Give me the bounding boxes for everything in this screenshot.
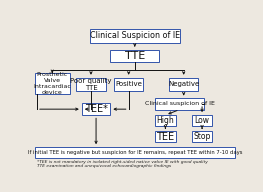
Text: Clinical suspicion of IE: Clinical suspicion of IE [145, 102, 215, 107]
FancyBboxPatch shape [35, 73, 69, 94]
FancyBboxPatch shape [82, 103, 110, 115]
Text: If initial TEE is negative but suspicion for IE remains, repeat TEE within 7-10 : If initial TEE is negative but suspicion… [28, 150, 242, 155]
Text: Negative: Negative [168, 81, 199, 87]
Text: Poor quality
TTE: Poor quality TTE [70, 78, 112, 91]
Text: High: High [156, 116, 174, 125]
FancyBboxPatch shape [35, 147, 235, 158]
FancyBboxPatch shape [155, 98, 204, 109]
FancyBboxPatch shape [192, 131, 212, 142]
FancyBboxPatch shape [169, 78, 198, 91]
Text: *TEE is not mandatory in isolated right-sided native valve IE with good quality
: *TEE is not mandatory in isolated right-… [37, 160, 208, 168]
FancyBboxPatch shape [110, 50, 159, 62]
FancyBboxPatch shape [114, 78, 143, 91]
FancyBboxPatch shape [76, 78, 106, 91]
FancyBboxPatch shape [155, 131, 176, 142]
FancyBboxPatch shape [90, 29, 180, 43]
FancyBboxPatch shape [192, 115, 212, 126]
Text: Positive: Positive [115, 81, 142, 87]
Text: Prosthetic
Valve
Intracardiac
device: Prosthetic Valve Intracardiac device [33, 72, 71, 95]
Text: TEE*: TEE* [85, 104, 108, 114]
Text: Low: Low [195, 116, 210, 125]
Text: Stop: Stop [193, 132, 211, 141]
Text: TEE: TEE [156, 132, 174, 142]
Text: TTE: TTE [125, 51, 145, 61]
FancyBboxPatch shape [155, 115, 176, 126]
Text: Clinical Suspicion of IE: Clinical Suspicion of IE [90, 31, 180, 41]
